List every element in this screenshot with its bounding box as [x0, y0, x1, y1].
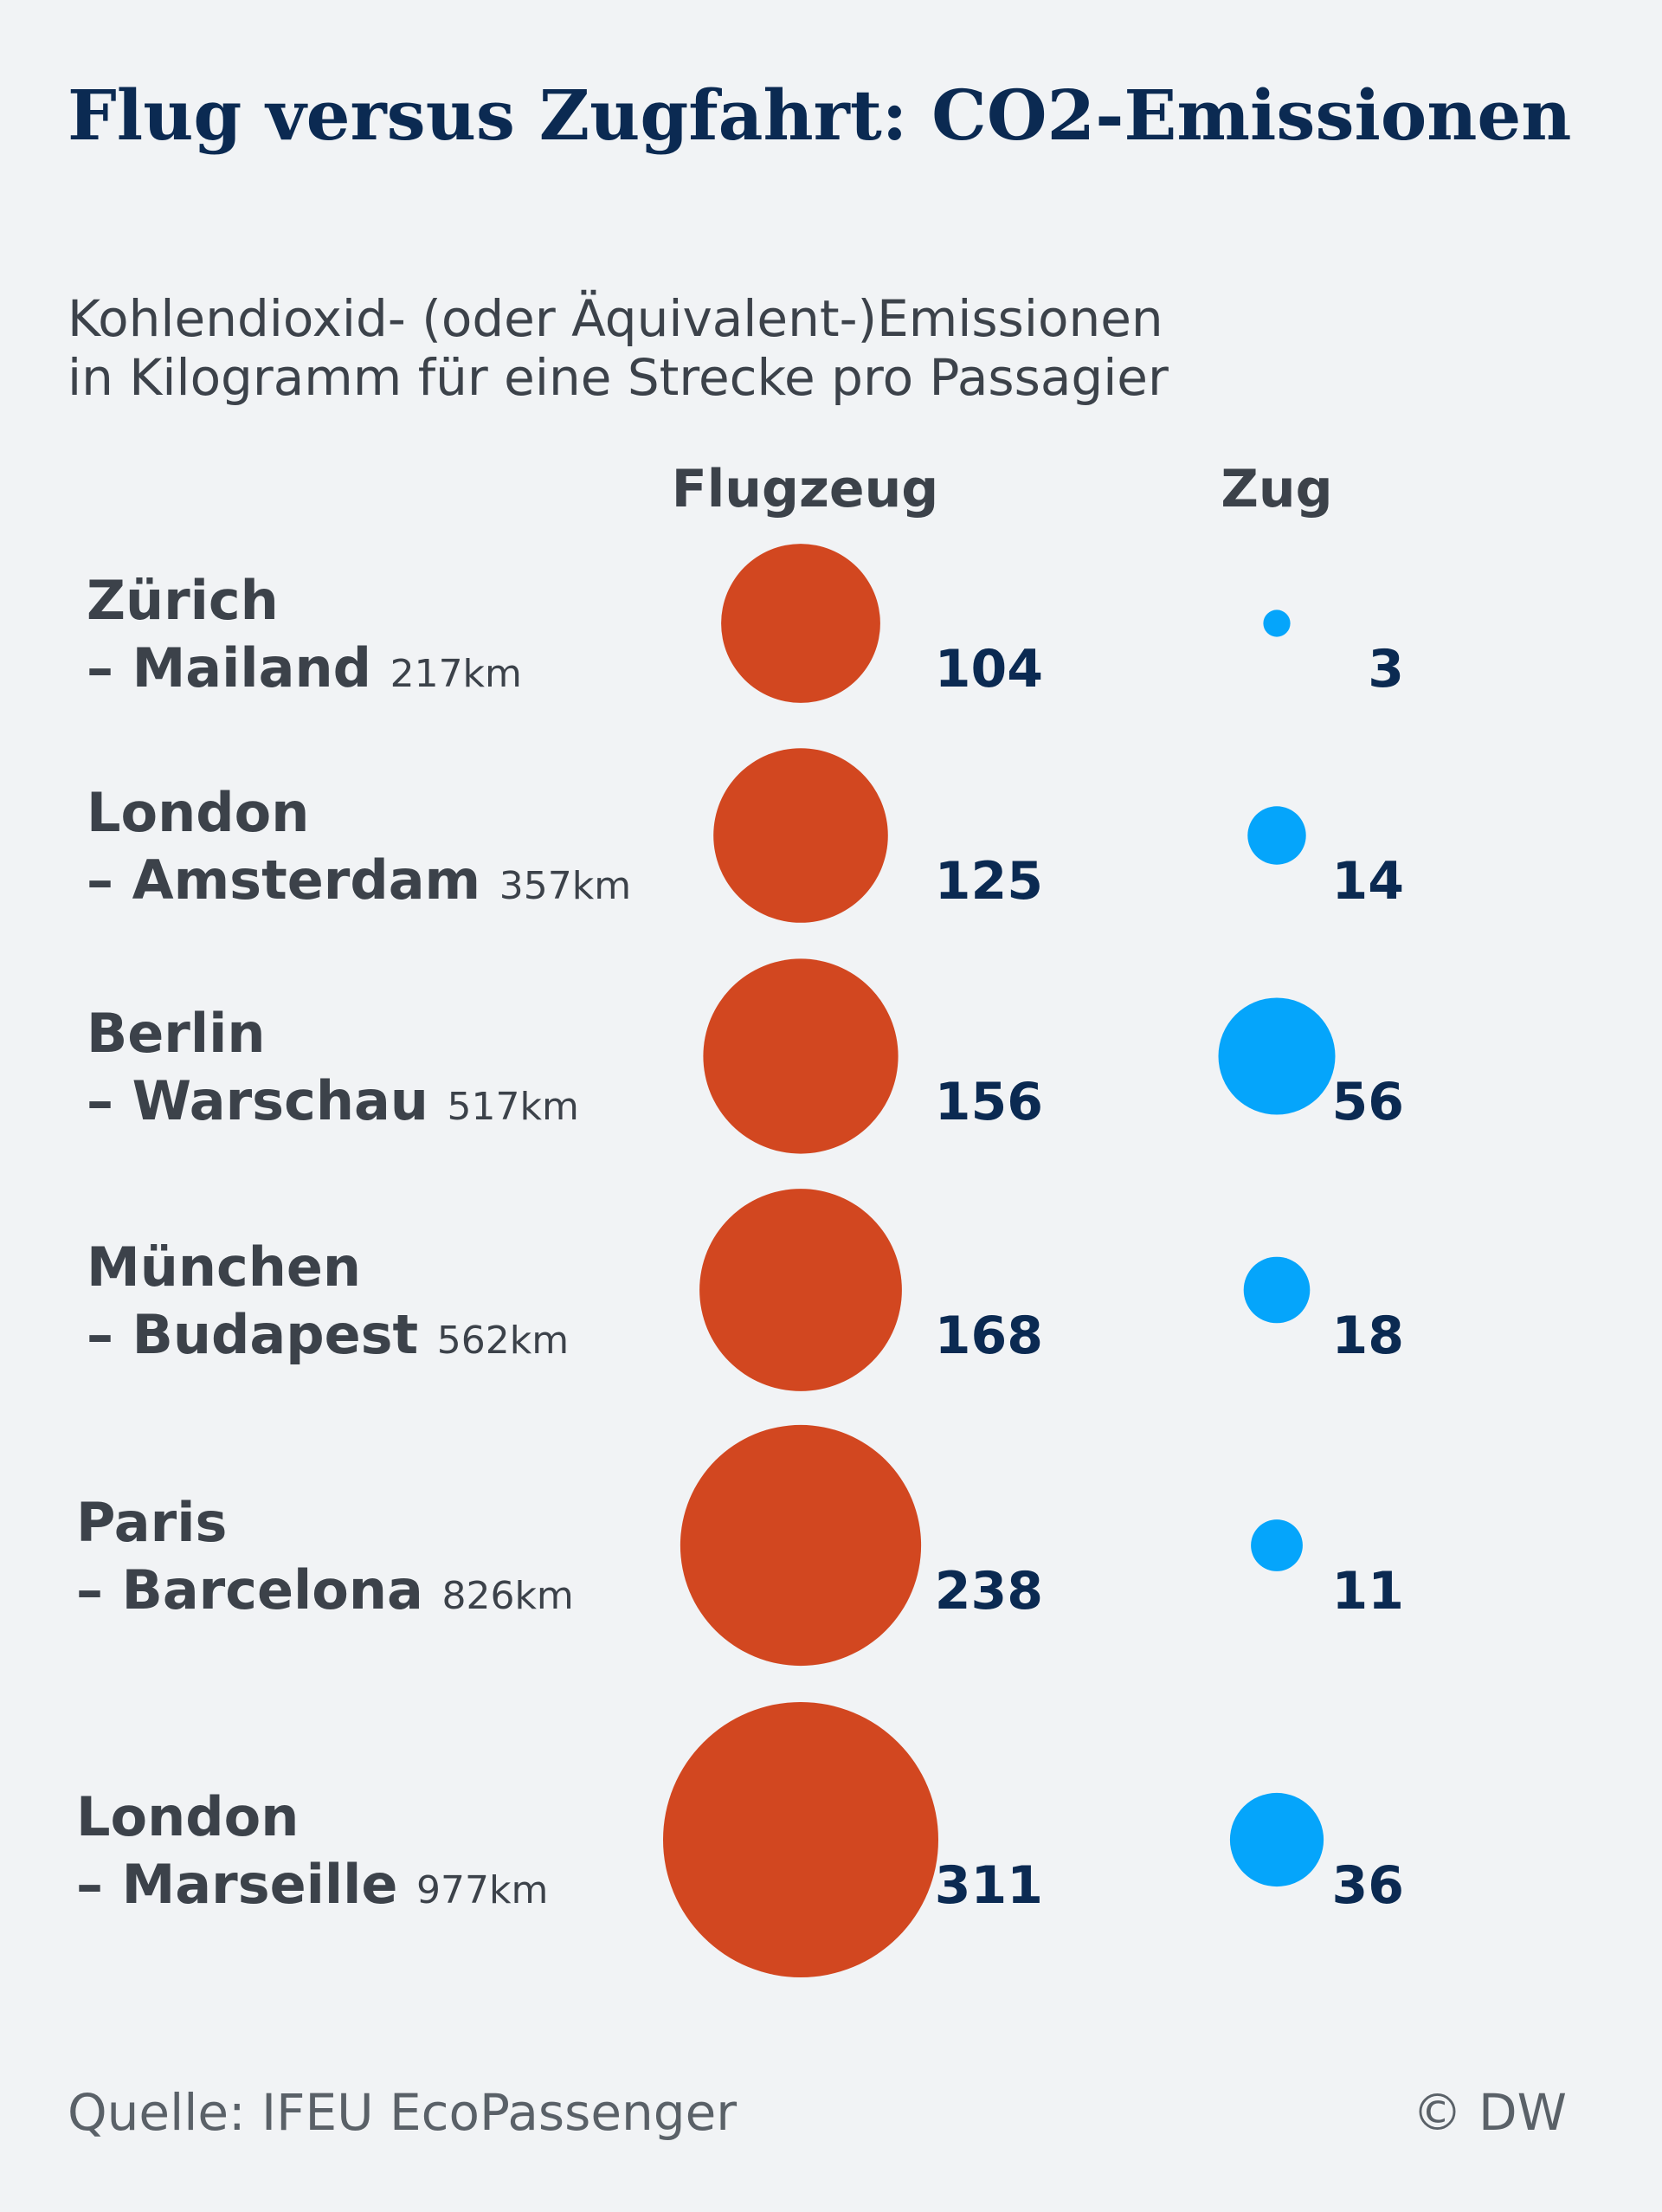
- flugzeug-value-label: 104: [935, 639, 1043, 700]
- zug-value-label: 11: [1332, 1561, 1405, 1622]
- route-origin: Berlin: [87, 1002, 266, 1065]
- route-origin: London: [87, 781, 309, 844]
- route-row: Paris– Barcelona 826km 238 11: [76, 1424, 1405, 1667]
- route-row: London– Amsterdam 357km 125 14: [87, 748, 1404, 923]
- flugzeug-bubble: [663, 1702, 938, 1977]
- zug-value-label: 3: [1368, 639, 1404, 700]
- flugzeug-value-label: 311: [935, 1855, 1043, 1916]
- route-distance: 217km: [390, 652, 522, 696]
- zug-bubble: [1218, 997, 1336, 1115]
- route-origin: Paris: [76, 1491, 227, 1554]
- route-destination-name: – Marseille: [76, 1853, 416, 1916]
- flugzeug-value-label: 156: [935, 1072, 1043, 1132]
- flugzeug-value-label: 125: [935, 851, 1043, 912]
- route-row: München – Budapest 562km 168 18: [87, 1189, 1404, 1391]
- zug-bubble: [1243, 1256, 1311, 1324]
- zug-bubble: [1263, 609, 1291, 637]
- route-distance: 357km: [499, 864, 631, 908]
- zug-bubble: [1229, 1792, 1324, 1887]
- source-note: Quelle: IFEU EcoPassenger: [68, 2083, 738, 2142]
- flugzeug-value-label: 238: [935, 1561, 1043, 1622]
- route-destination: – Barcelona 826km: [76, 1558, 574, 1622]
- subtitle-line-2: in Kilogramm für eine Strecke pro Passag…: [68, 348, 1169, 407]
- route-destination: – Budapest 562km: [87, 1303, 569, 1366]
- route-row: Zürich– Mailand 217km 104 3: [87, 544, 1404, 703]
- chart-title: Flug versus Zugfahrt: CO2-Emissionen: [68, 74, 1572, 156]
- route-row: Berlin– Warschau 517km 156 56: [87, 958, 1405, 1154]
- flugzeug-bubble: [713, 748, 888, 923]
- flugzeug-bubble: [680, 1424, 922, 1667]
- route-destination-name: – Budapest: [87, 1303, 437, 1366]
- route-destination-name: – Mailand: [87, 636, 390, 700]
- route-origin: London: [76, 1785, 299, 1848]
- route-destination-name: – Barcelona: [76, 1558, 441, 1622]
- subtitle-line-1: Kohlendioxid- (oder Äquivalent-)Emission…: [68, 289, 1163, 348]
- route-origin: München: [87, 1235, 361, 1299]
- zug-value-label: 56: [1332, 1072, 1405, 1132]
- route-row: London– Marseille 977km 311 36: [76, 1702, 1404, 1977]
- flugzeug-bubble: [721, 544, 880, 703]
- flugzeug-value-label: 168: [935, 1306, 1043, 1366]
- route-distance: 562km: [437, 1319, 569, 1363]
- zug-value-label: 14: [1332, 851, 1405, 912]
- chart-subtitle: Kohlendioxid- (oder Äquivalent-)Emission…: [68, 289, 1169, 407]
- flugzeug-bubble: [699, 1189, 902, 1391]
- route-destination-name: – Warschau: [87, 1069, 448, 1132]
- column-header-flugzeug: Flugzeug: [671, 459, 939, 519]
- route-destination: – Mailand 217km: [87, 636, 522, 700]
- route-destination: – Amsterdam 357km: [87, 848, 631, 912]
- zug-value-label: 18: [1332, 1306, 1405, 1366]
- copyright-note: © DW: [1412, 2083, 1567, 2142]
- route-destination-name: – Amsterdam: [87, 848, 499, 912]
- route-distance: 826km: [441, 1574, 573, 1618]
- flugzeug-bubble: [703, 958, 899, 1154]
- route-destination: – Warschau 517km: [87, 1069, 579, 1132]
- column-header-zug: Zug: [1221, 459, 1333, 519]
- route-origin: Zürich: [87, 569, 279, 632]
- zug-bubble: [1247, 806, 1306, 865]
- route-distance: 977km: [416, 1868, 548, 1912]
- zug-value-label: 36: [1332, 1855, 1405, 1916]
- route-distance: 517km: [448, 1085, 579, 1129]
- zug-bubble: [1251, 1519, 1303, 1571]
- route-destination: – Marseille 977km: [76, 1853, 548, 1916]
